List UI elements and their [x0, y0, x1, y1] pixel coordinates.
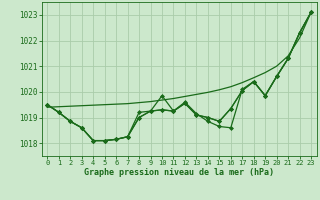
X-axis label: Graphe pression niveau de la mer (hPa): Graphe pression niveau de la mer (hPa) — [84, 168, 274, 177]
